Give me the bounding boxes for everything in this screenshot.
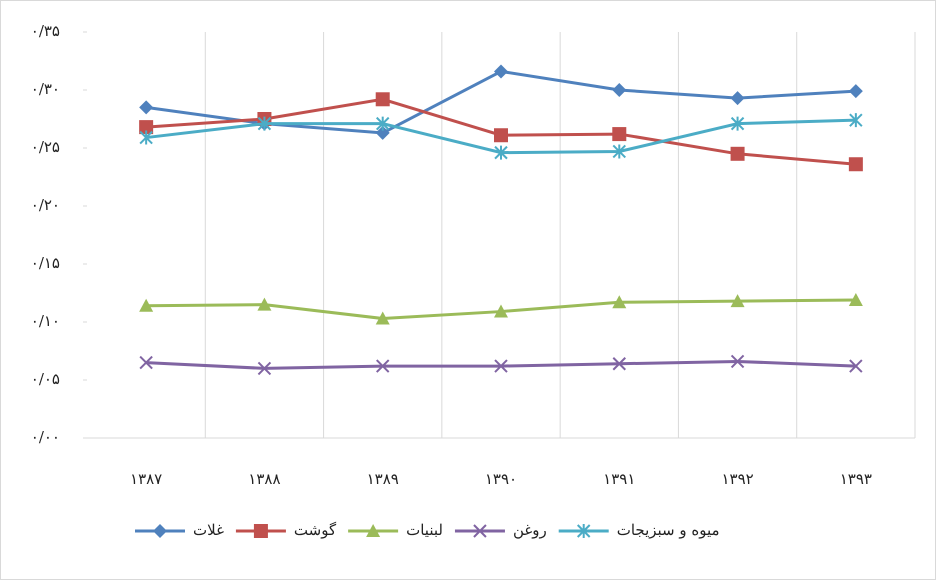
legend-item: غلات (135, 521, 224, 539)
legend-item: گوشت (235, 521, 337, 539)
marker (730, 294, 745, 308)
legend-label: میوه و سبزیجات (617, 521, 720, 539)
marker (494, 359, 508, 373)
marker (139, 355, 153, 370)
x-tick-label: ۱۳۸۹ (367, 470, 399, 488)
marker (139, 130, 153, 145)
marker (473, 524, 487, 538)
marker (730, 354, 745, 369)
legend-item: لبنیات (348, 521, 443, 539)
marker (257, 116, 272, 131)
marker (576, 524, 591, 538)
marker (612, 127, 627, 142)
marker (494, 64, 508, 79)
marker (612, 295, 627, 309)
y-tick-label: ۰/۱۵ (31, 254, 60, 272)
marker (375, 311, 390, 325)
marker (139, 120, 154, 135)
legend-label: گوشت (294, 521, 337, 539)
y-tick-label: ۰/۰۰ (31, 428, 60, 446)
marker (375, 92, 390, 107)
marker (376, 116, 390, 131)
x-tick-label: ۱۳۹۰ (485, 470, 517, 488)
marker (730, 146, 745, 161)
marker (848, 84, 863, 99)
marker (139, 298, 154, 312)
marker (153, 524, 167, 538)
legend-item: روغن (454, 521, 547, 539)
legend-label: لبنیات (406, 521, 443, 539)
x-tick-label: ۱۳۸۸ (248, 470, 280, 488)
x-tick-label: ۱۳۸۷ (130, 470, 162, 488)
y-tick-label: ۰/۳۵ (31, 22, 60, 40)
marker (849, 359, 863, 373)
marker (494, 145, 508, 160)
marker (848, 292, 863, 306)
legend-item: میوه و سبزیجات (558, 521, 720, 539)
marker (494, 304, 508, 318)
marker (730, 116, 745, 131)
marker (612, 144, 626, 159)
legend-label: غلات (193, 521, 224, 539)
y-tick-label: ۰/۱۰ (31, 312, 60, 330)
marker (730, 91, 745, 106)
legend-label: روغن (513, 521, 547, 539)
y-tick-label: ۰/۰۵ (31, 370, 60, 388)
x-tick-label: ۱۳۹۱ (603, 470, 635, 488)
y-tick-label: ۰/۳۰ (31, 80, 60, 98)
marker (366, 524, 381, 537)
y-tick-label: ۰/۲۵ (31, 138, 60, 156)
marker (849, 113, 863, 128)
marker (253, 524, 268, 538)
x-tick-label: ۱۳۹۳ (840, 470, 872, 488)
marker (257, 361, 272, 376)
x-tick-label: ۱۳۹۲ (721, 470, 753, 488)
marker (139, 100, 154, 115)
marker (257, 297, 272, 311)
marker (494, 128, 508, 143)
marker (376, 359, 390, 373)
marker (848, 157, 863, 172)
y-tick-label: ۰/۲۰ (31, 196, 60, 214)
marker (612, 83, 627, 97)
marker (375, 125, 390, 140)
marker (612, 357, 626, 371)
